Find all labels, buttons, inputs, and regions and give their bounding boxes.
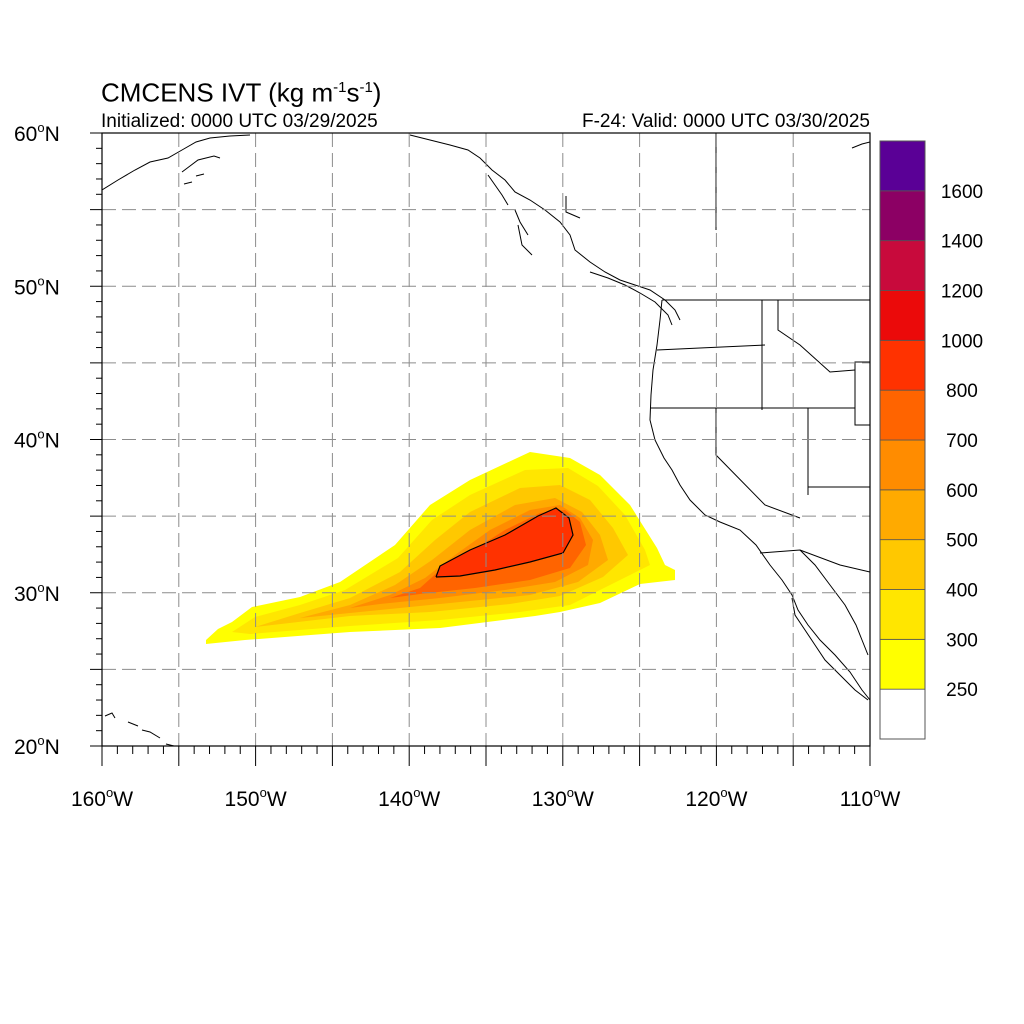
colorbar-swatch [879, 389, 926, 441]
colorbar-frame [879, 140, 926, 740]
lon-label: 120oW [685, 785, 747, 811]
id-mt-border [761, 300, 856, 410]
colorbar-label: 800 [946, 381, 978, 402]
colorbar-label: 1600 [941, 182, 983, 203]
hawaii-islands [104, 712, 175, 746]
lat-label: 30oN [14, 580, 60, 606]
ca-nv-border [715, 408, 801, 519]
colorbar-swatch [879, 190, 926, 242]
lat-lon-grid [102, 133, 870, 746]
colorbar-label: 1200 [941, 282, 983, 303]
lon-label: 160oW [71, 785, 133, 811]
colorbar-label: 500 [946, 531, 978, 552]
mainland-mexico-coast [799, 549, 869, 656]
ivt-contour-line [435, 507, 574, 578]
colorbar: 250 300 400 500 600 700 800 1000 1200 1400 1600 [879, 140, 983, 740]
lon-label: 130oW [532, 785, 594, 811]
colorbar-label: 700 [946, 431, 978, 452]
colorbar-label: 250 [946, 680, 978, 701]
colorbar-label: 1000 [941, 331, 983, 352]
alaska-coast [102, 134, 251, 191]
aleutian-islands [181, 155, 221, 185]
colorbar-swatch [879, 688, 926, 740]
us-west-coast [649, 299, 870, 701]
axis-ticks [90, 132, 871, 766]
canada-east-coast [851, 141, 870, 149]
colorbar-swatch [879, 539, 926, 590]
alaska-canada-border [565, 196, 581, 219]
colorbar-label: 1400 [941, 232, 983, 253]
colorbar-swatch [879, 240, 926, 291]
lon-label: 140oW [378, 785, 440, 811]
wy-border [854, 361, 870, 426]
political-borders [565, 133, 870, 573]
colorbar-swatch [879, 140, 926, 192]
colorbar-swatch [879, 339, 926, 391]
lon-label: 150oW [225, 785, 287, 811]
lat-label: 40oN [14, 427, 60, 453]
alaska-panhandle-coast [409, 134, 681, 321]
colorbar-label: 600 [946, 481, 978, 502]
initialized-label: Initialized: 0000 UTC 03/29/2025 [101, 111, 378, 132]
ivt-band-800 [436, 508, 573, 577]
longitude-labels: 160oW 150oW 140oW 130oW 120oW 110oW [71, 785, 901, 811]
coastlines [102, 134, 870, 746]
colorbar-swatch [879, 589, 926, 640]
colorbar-swatch [879, 290, 926, 341]
map-title: CMCENS IVT (kg m-1s-1) [101, 77, 382, 108]
baja-peninsula [791, 597, 869, 701]
vancouver-island [589, 271, 673, 326]
colorbar-swatch [879, 489, 926, 541]
colorbar-label: 400 [946, 581, 978, 602]
colorbar-swatch [879, 439, 926, 491]
lat-label: 20oN [14, 733, 60, 759]
latitude-labels: 60oN 50oN 40oN 30oN 20oN [14, 120, 60, 759]
us-mexico-border [759, 549, 870, 573]
colorbar-swatch [879, 638, 926, 690]
panhandle-islands [487, 174, 533, 256]
colorbar-label: 300 [946, 630, 978, 651]
lat-label: 50oN [14, 273, 60, 299]
wa-or-border [656, 344, 766, 351]
lon-label: 110oW [840, 785, 901, 811]
valid-time-label: F-24: Valid: 0000 UTC 03/30/2025 [582, 111, 870, 132]
ivt-shading [206, 452, 675, 644]
lat-label: 60oN [14, 120, 60, 146]
